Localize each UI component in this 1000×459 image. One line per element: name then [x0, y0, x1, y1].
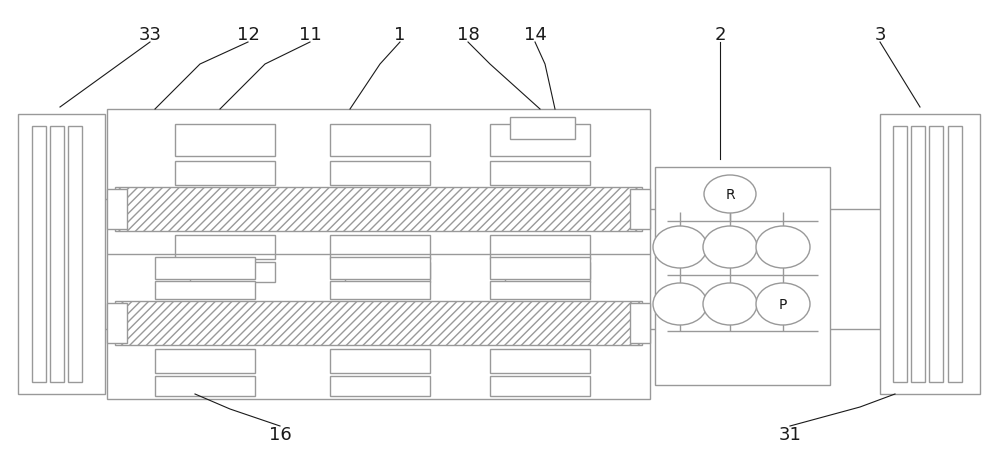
Bar [655, 168, 830, 385]
Bar [490, 349, 590, 373]
Ellipse shape [703, 226, 757, 269]
Bar [115, 188, 642, 231]
Bar [330, 125, 430, 157]
Bar [175, 235, 275, 259]
Bar [155, 257, 255, 280]
Text: R: R [725, 188, 735, 202]
Ellipse shape [704, 176, 756, 213]
Bar [345, 263, 430, 282]
Bar [490, 281, 590, 299]
Ellipse shape [653, 283, 707, 325]
Bar [505, 263, 590, 282]
Bar [190, 263, 275, 282]
Bar [893, 127, 907, 382]
Text: 16: 16 [269, 425, 291, 443]
Bar [330, 349, 430, 373]
Ellipse shape [756, 283, 810, 325]
Bar [330, 162, 430, 185]
Bar [630, 190, 650, 230]
Bar [175, 162, 275, 185]
Text: 14: 14 [524, 26, 546, 44]
Bar [155, 376, 255, 396]
Bar [18, 115, 105, 394]
Bar [115, 302, 642, 345]
Bar [68, 127, 82, 382]
Bar [155, 281, 255, 299]
Bar [330, 257, 430, 280]
Text: 31: 31 [779, 425, 801, 443]
Bar [630, 303, 650, 343]
Ellipse shape [703, 283, 757, 325]
Bar [32, 127, 46, 382]
Bar [490, 257, 590, 280]
Bar [330, 376, 430, 396]
Bar [155, 349, 255, 373]
Text: 33: 33 [139, 26, 162, 44]
Text: 12: 12 [237, 26, 259, 44]
Bar [490, 162, 590, 185]
Bar [929, 127, 943, 382]
Text: 3: 3 [874, 26, 886, 44]
Bar [50, 127, 64, 382]
Ellipse shape [756, 226, 810, 269]
Bar [490, 235, 590, 259]
Bar [107, 190, 127, 230]
Bar [948, 127, 962, 382]
Text: 2: 2 [714, 26, 726, 44]
Text: 1: 1 [394, 26, 406, 44]
Bar [510, 118, 575, 140]
Bar [175, 125, 275, 157]
Bar [330, 235, 430, 259]
Text: P: P [779, 297, 787, 311]
Bar [490, 376, 590, 396]
Bar [107, 303, 127, 343]
Bar [107, 110, 650, 399]
Bar [911, 127, 925, 382]
Bar [330, 281, 430, 299]
Bar [490, 125, 590, 157]
Bar [880, 115, 980, 394]
Text: 18: 18 [457, 26, 479, 44]
Ellipse shape [653, 226, 707, 269]
Text: 11: 11 [299, 26, 321, 44]
